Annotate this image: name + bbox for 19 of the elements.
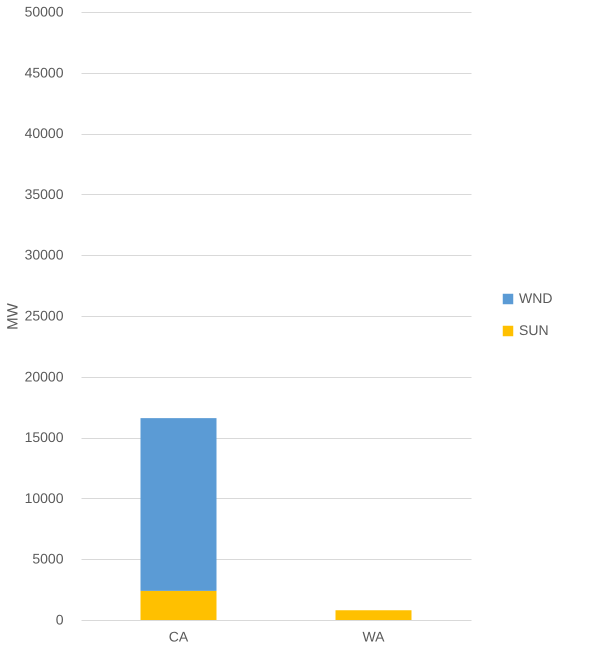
y-tick-label: 0 [56, 612, 64, 628]
y-tick-label: 50000 [24, 4, 64, 20]
y-tick-label: 35000 [24, 186, 64, 202]
y-tick-label: 30000 [24, 246, 64, 263]
y-tick-label: 5000 [32, 550, 64, 567]
y-tick-label: 25000 [24, 308, 64, 324]
legend-label: WND [519, 290, 552, 306]
y-tick-label: 45000 [24, 64, 64, 80]
bar [140, 418, 216, 591]
y-tick-label: 40000 [24, 125, 64, 142]
bar [336, 610, 412, 620]
y-tick-label: 15000 [24, 429, 64, 446]
legend-label: SUN [519, 322, 549, 338]
y-tick-label: 10000 [24, 490, 64, 506]
y-tick-label: 20000 [24, 368, 64, 384]
x-tick-label: CA [168, 628, 189, 644]
x-tick-label: WA [362, 628, 386, 644]
y-axis-title: MW [4, 302, 22, 330]
bar [140, 590, 216, 620]
